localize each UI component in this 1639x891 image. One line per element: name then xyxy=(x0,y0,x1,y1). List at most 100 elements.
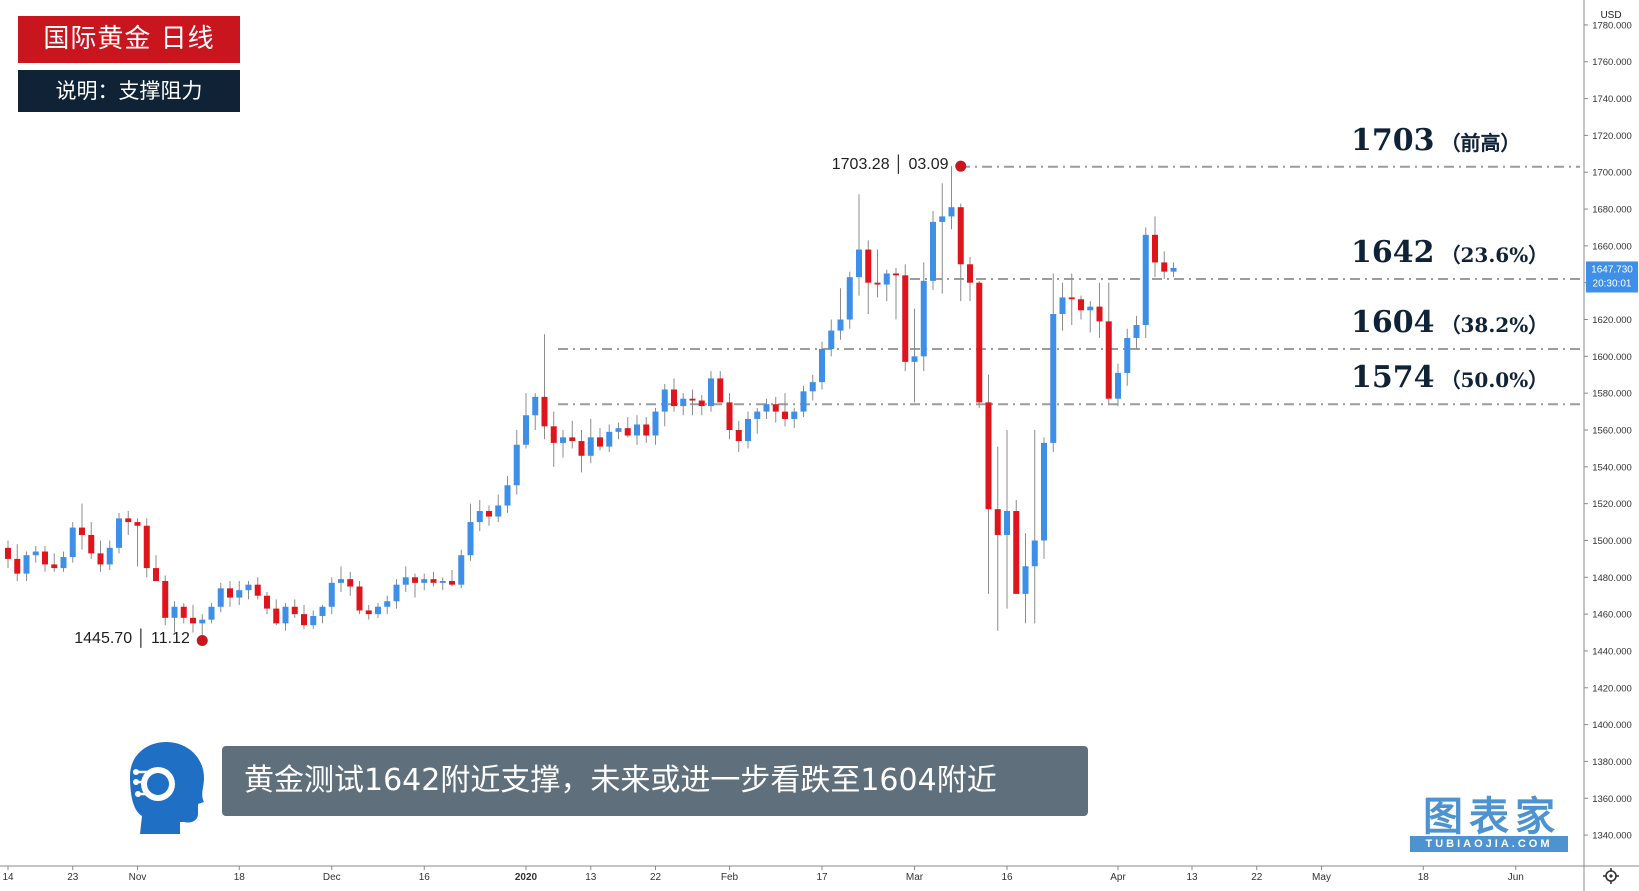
candle-body-down xyxy=(412,577,418,583)
currency-label: USD xyxy=(1600,10,1621,21)
candle-body-up xyxy=(883,273,890,285)
x-tick-label: Mar xyxy=(906,872,924,883)
candle-body-up xyxy=(846,277,853,320)
candle-body-down xyxy=(143,525,150,569)
candle-body-down xyxy=(162,580,169,618)
price-axis[interactable]: 1340.000 1360.000 1380.000 1400.000 1420.000… xyxy=(1584,20,1632,842)
candle-body-up xyxy=(920,280,927,357)
extreme-price: 1703.28 xyxy=(831,156,890,174)
y-tick-label: 1480.000 xyxy=(1592,573,1632,584)
level-value: 1703 xyxy=(1351,122,1435,158)
y-tick-label: 1460.000 xyxy=(1592,610,1632,621)
analysis-callout: 黄金测试1642附近支撑，未来或进一步看跌至1604附近 xyxy=(222,746,1088,816)
candle-body-down xyxy=(671,389,677,407)
candle-body-up xyxy=(1115,372,1121,399)
candle-body-up xyxy=(338,579,344,583)
candle-body-up xyxy=(615,428,622,432)
candle-body-up xyxy=(532,396,539,416)
y-tick-label: 1660.000 xyxy=(1592,241,1632,252)
candle-body-down xyxy=(893,273,899,276)
y-tick-label: 1600.000 xyxy=(1592,352,1632,363)
candle-body-up xyxy=(1022,566,1029,594)
candle-body-down xyxy=(624,428,631,436)
candle-body-down xyxy=(550,426,557,443)
candle-body-down xyxy=(97,553,104,565)
high-extreme-label: 1703.28 │ 03.09 xyxy=(831,156,949,174)
candle-body-up xyxy=(828,330,835,349)
candle-body-up xyxy=(245,584,252,591)
candle-body-up xyxy=(948,207,955,217)
candle-body-down xyxy=(1161,262,1168,272)
x-tick-label: 14 xyxy=(2,872,14,883)
candle-body-up xyxy=(800,391,807,412)
candle-body-down xyxy=(985,402,992,510)
candle-body-down xyxy=(874,282,881,285)
candle-body-down xyxy=(726,402,733,430)
candle-body-up xyxy=(523,415,529,445)
candle-body-down xyxy=(578,441,585,456)
watermark-url: TUBIAOJIA.COM xyxy=(1410,836,1568,852)
candle-body-up xyxy=(23,555,30,574)
candle-body-up xyxy=(652,411,659,436)
candle-body-down xyxy=(643,424,650,436)
candle-body-up xyxy=(69,527,76,558)
candle-body-down xyxy=(5,547,11,559)
y-tick-label: 1700.000 xyxy=(1592,168,1632,179)
candle-body-up xyxy=(1059,297,1066,314)
candle-body-up xyxy=(513,444,520,486)
candle-body-down xyxy=(79,527,85,535)
candle-body-up xyxy=(1124,337,1131,373)
candle-body-down xyxy=(597,437,603,447)
y-tick-label: 1540.000 xyxy=(1592,462,1632,473)
candle-body-up xyxy=(791,411,798,419)
level-value: 1574 xyxy=(1351,360,1435,396)
candle-body-down xyxy=(347,579,354,587)
x-tick-label: Feb xyxy=(721,872,739,883)
candle-body-up xyxy=(560,437,566,443)
candle-body-up xyxy=(504,485,511,506)
x-tick-label: 22 xyxy=(1251,872,1263,883)
candle-body-down xyxy=(180,606,187,618)
level-label-1642: 1642 （23.6%） xyxy=(1351,235,1548,270)
candle-body-up xyxy=(421,579,428,583)
settings-gear-icon[interactable] xyxy=(1603,868,1619,884)
candle-body-down xyxy=(1078,299,1084,311)
y-tick-label: 1720.000 xyxy=(1592,131,1632,142)
candle-body-down xyxy=(430,579,437,583)
x-tick-label: Jun xyxy=(1508,872,1524,883)
candle-body-down xyxy=(967,264,973,283)
candle-body-down xyxy=(254,584,261,596)
x-tick-label: May xyxy=(1312,872,1331,883)
candle-body-up xyxy=(911,356,918,362)
candle-body-up xyxy=(199,619,206,624)
candle-body-up xyxy=(106,547,113,565)
y-tick-label: 1780.000 xyxy=(1592,20,1632,31)
candle-body-down xyxy=(51,564,58,569)
x-tick-label: Nov xyxy=(129,872,147,883)
candle-body-down xyxy=(994,509,1001,535)
candle-body-down xyxy=(569,437,576,442)
candle-body-down xyxy=(1068,297,1075,300)
candle-body-up xyxy=(1031,540,1038,567)
candle-body-down xyxy=(153,568,159,581)
level-note: （50.0%） xyxy=(1440,368,1549,393)
candle-body-down xyxy=(190,617,196,624)
current-price-label: 1647.730 xyxy=(1591,264,1633,275)
candle-body-up xyxy=(32,551,39,556)
candle-body-up xyxy=(458,555,465,585)
time-axis[interactable]: 14 23 Nov 18 Dec 16 2020 13 22 Feb 17 Mar 16 Apr 13 22 M… xyxy=(2,866,1524,883)
candle-body-down xyxy=(125,518,132,523)
candle-body-down xyxy=(865,249,872,283)
candle-body-down xyxy=(14,558,21,574)
y-tick-label: 1380.000 xyxy=(1592,757,1632,768)
y-tick-label: 1420.000 xyxy=(1592,683,1632,694)
x-tick-label: 16 xyxy=(1001,872,1013,883)
candle-body-up xyxy=(1133,325,1140,338)
candle-body-up xyxy=(606,431,613,447)
candle-body-up xyxy=(1004,511,1010,535)
watermark-logo: 图表家 xyxy=(1423,794,1561,840)
candle-body-up xyxy=(310,615,317,626)
candle-body-up xyxy=(495,505,502,517)
